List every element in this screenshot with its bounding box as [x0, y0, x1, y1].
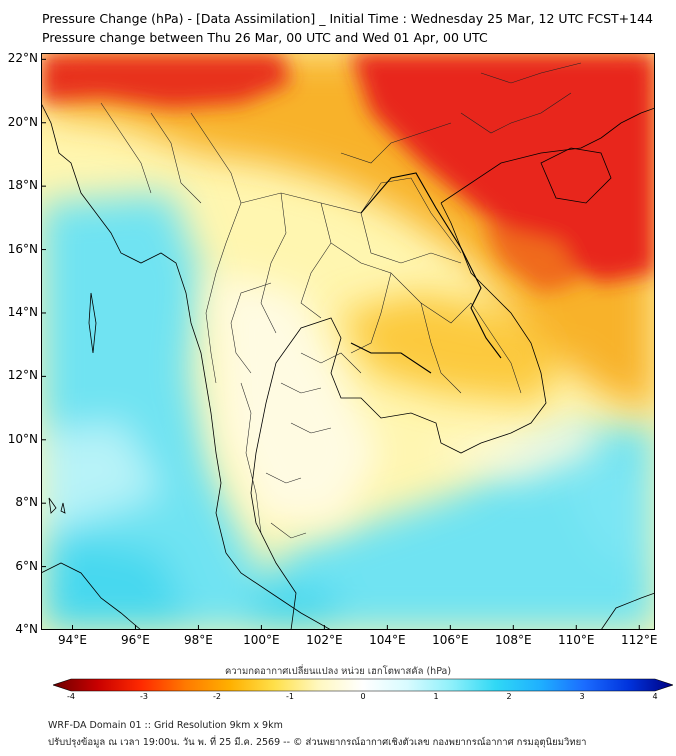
lat-tick-label: 22°N: [7, 51, 38, 66]
axis-ticks: [41, 58, 640, 630]
lon-tick-label: 98°E: [183, 633, 213, 647]
lon-tick-label: 106°E: [432, 633, 469, 647]
lat-tick-label: 14°N: [7, 304, 38, 319]
lat-tick-label: 8°N: [15, 495, 38, 510]
pressure-fall-zone: [41, 193, 655, 630]
chart-title: Pressure Change (hPa) - [Data Assimilati…: [42, 11, 654, 26]
lat-tick-label: 6°N: [15, 558, 38, 573]
chart-subtitle: Pressure change between Thu 26 Mar, 00 U…: [42, 30, 488, 45]
lat-tick-label: 12°N: [7, 368, 38, 383]
colorbar-tick-label: 0: [360, 692, 366, 701]
lon-tick-label: 112°E: [621, 633, 658, 647]
colorbar-tick-label: 3: [579, 692, 585, 701]
lon-tick-label: 100°E: [243, 633, 280, 647]
colorbar: [53, 678, 673, 692]
colorbar-tick-label: -3: [140, 692, 148, 701]
colorbar-tick-label: 4: [652, 692, 658, 701]
coastlines: [41, 102, 655, 630]
footer-model-info: WRF-DA Domain 01 :: Grid Resolution 9km …: [48, 720, 283, 731]
footer-credit: ปรับปรุงข้อมูล ณ เวลา 19:00น. วัน พ. ที่…: [48, 737, 587, 748]
lat-tick-label: 20°N: [7, 114, 38, 129]
lat-tick-label: 10°N: [7, 431, 38, 446]
lon-tick-label: 102°E: [306, 633, 343, 647]
colorbar-tick-label: 2: [506, 692, 512, 701]
lon-tick-label: 104°E: [369, 633, 406, 647]
pressure-change-map: [41, 53, 655, 630]
colorbar-tick-label: -2: [213, 692, 221, 701]
lon-tick-label: 108°E: [495, 633, 532, 647]
lon-tick-label: 94°E: [58, 633, 87, 647]
lat-tick-label: 18°N: [7, 178, 38, 193]
colorbar-tick-label: -4: [67, 692, 75, 701]
colorbar-tick-label: -1: [286, 692, 294, 701]
lat-tick-label: 4°N: [15, 622, 38, 636]
map-canvas: [41, 53, 655, 630]
colorbar-tick-label: 1: [433, 692, 439, 701]
map-frame: [41, 53, 655, 630]
colorbar-title: ความกดอากาศเปลี่ยนแปลง หน่วย เฮกโตพาสคัล…: [224, 666, 452, 677]
lon-tick-label: 110°E: [558, 633, 595, 647]
lat-tick-label: 16°N: [7, 241, 38, 256]
lon-tick-label: 96°E: [121, 633, 150, 647]
admin-borders: [100, 62, 582, 539]
